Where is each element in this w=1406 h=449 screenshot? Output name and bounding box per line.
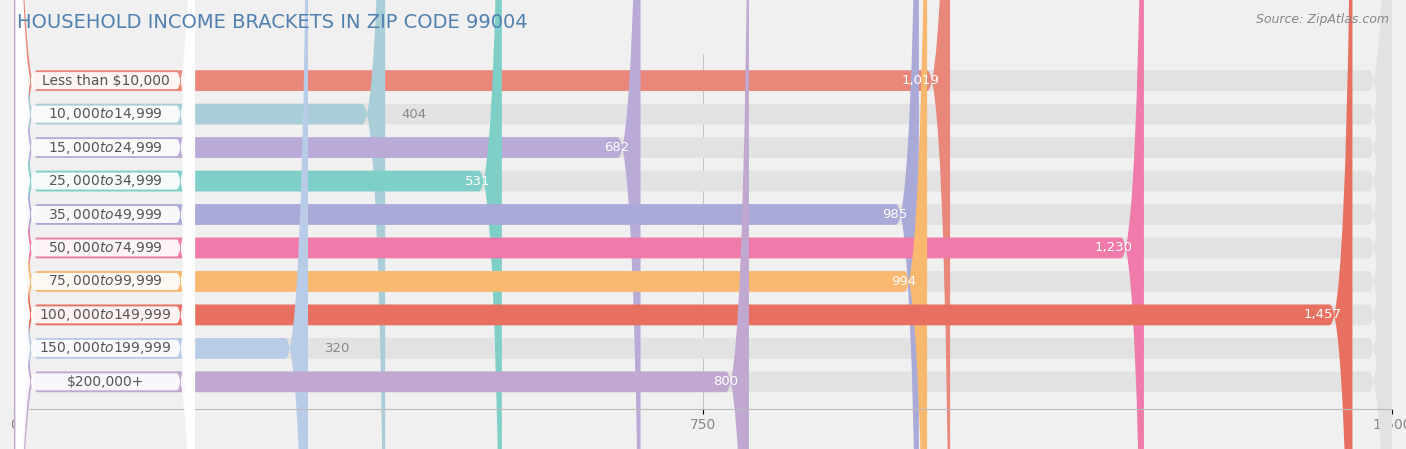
Text: 1,457: 1,457 (1303, 308, 1341, 321)
Text: 682: 682 (605, 141, 630, 154)
FancyBboxPatch shape (15, 0, 195, 449)
FancyBboxPatch shape (14, 0, 920, 449)
FancyBboxPatch shape (15, 0, 195, 449)
FancyBboxPatch shape (14, 0, 1392, 449)
Text: 985: 985 (883, 208, 908, 221)
FancyBboxPatch shape (14, 0, 1392, 449)
FancyBboxPatch shape (15, 0, 195, 449)
FancyBboxPatch shape (14, 0, 502, 449)
Text: 320: 320 (325, 342, 350, 355)
Text: $200,000+: $200,000+ (66, 375, 145, 389)
FancyBboxPatch shape (15, 0, 195, 449)
Text: $100,000 to $149,999: $100,000 to $149,999 (39, 307, 172, 323)
Text: Less than $10,000: Less than $10,000 (42, 74, 169, 88)
Text: $75,000 to $99,999: $75,000 to $99,999 (48, 273, 163, 290)
Text: $35,000 to $49,999: $35,000 to $49,999 (48, 207, 163, 223)
FancyBboxPatch shape (14, 0, 1392, 449)
FancyBboxPatch shape (15, 0, 195, 449)
FancyBboxPatch shape (14, 0, 1392, 449)
Text: 404: 404 (402, 108, 427, 121)
Text: $15,000 to $24,999: $15,000 to $24,999 (48, 140, 163, 155)
FancyBboxPatch shape (14, 0, 950, 449)
FancyBboxPatch shape (14, 0, 927, 449)
FancyBboxPatch shape (15, 0, 195, 449)
FancyBboxPatch shape (14, 0, 1144, 449)
FancyBboxPatch shape (14, 0, 641, 449)
FancyBboxPatch shape (15, 0, 195, 449)
Text: 1,230: 1,230 (1095, 242, 1133, 255)
Text: 800: 800 (713, 375, 738, 388)
FancyBboxPatch shape (14, 0, 308, 449)
FancyBboxPatch shape (14, 0, 1392, 449)
Text: Source: ZipAtlas.com: Source: ZipAtlas.com (1256, 13, 1389, 26)
Text: $50,000 to $74,999: $50,000 to $74,999 (48, 240, 163, 256)
FancyBboxPatch shape (14, 0, 1392, 449)
FancyBboxPatch shape (14, 0, 1353, 449)
FancyBboxPatch shape (14, 0, 1392, 449)
FancyBboxPatch shape (14, 0, 749, 449)
Text: 531: 531 (465, 175, 491, 188)
Text: $150,000 to $199,999: $150,000 to $199,999 (39, 340, 172, 357)
Text: 1,019: 1,019 (901, 74, 939, 87)
Text: $10,000 to $14,999: $10,000 to $14,999 (48, 106, 163, 122)
FancyBboxPatch shape (14, 0, 1392, 449)
Text: HOUSEHOLD INCOME BRACKETS IN ZIP CODE 99004: HOUSEHOLD INCOME BRACKETS IN ZIP CODE 99… (17, 13, 527, 32)
FancyBboxPatch shape (14, 0, 1392, 449)
Text: $25,000 to $34,999: $25,000 to $34,999 (48, 173, 163, 189)
FancyBboxPatch shape (15, 0, 195, 449)
FancyBboxPatch shape (14, 0, 385, 449)
FancyBboxPatch shape (15, 0, 195, 449)
Text: 994: 994 (891, 275, 917, 288)
FancyBboxPatch shape (15, 0, 195, 449)
FancyBboxPatch shape (14, 0, 1392, 449)
